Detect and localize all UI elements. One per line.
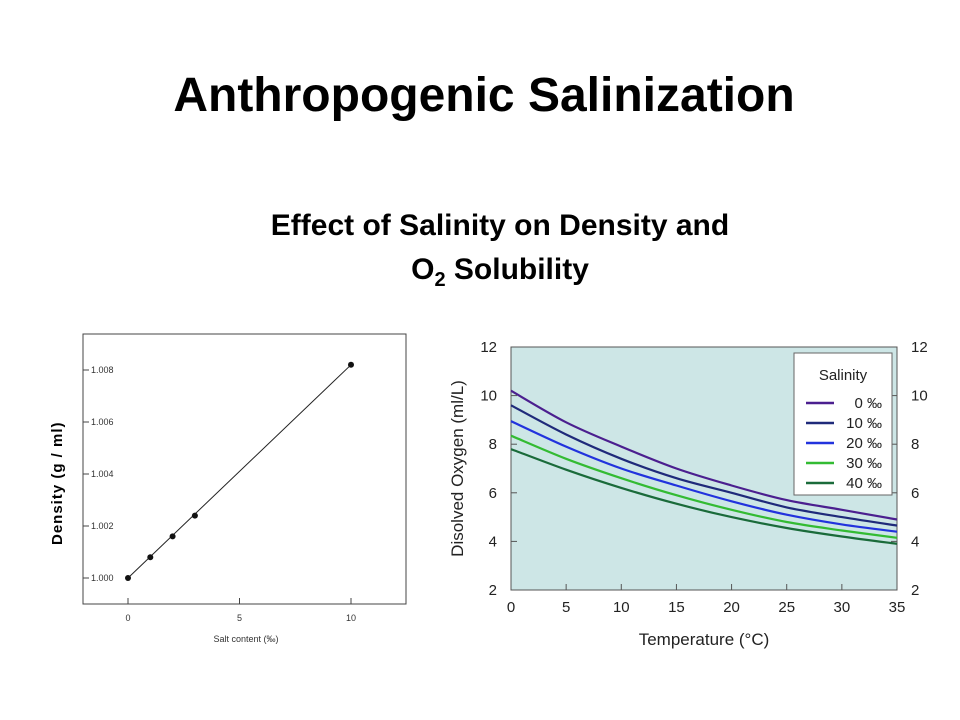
density-ytick-label: 1.000 [91, 573, 114, 583]
oxygen-series-line [510, 420, 898, 533]
oxygen-xtick-label: 15 [668, 599, 685, 616]
oxygen-ytick-label-right: 8 [911, 436, 919, 453]
oxygen-ytick-label-right: 6 [911, 485, 919, 502]
oxygen-legend-label: 30 ‰ [846, 455, 882, 472]
oxygen-series-line [510, 404, 898, 527]
density-point [147, 554, 154, 561]
oxygen-xtick-label: 5 [562, 599, 570, 616]
density-trendline [127, 364, 352, 579]
oxygen-xtick-label: 0 [507, 599, 515, 616]
oxygen-legend-label: 10 ‰ [846, 415, 882, 432]
oxygen-ytick-label-right: 4 [911, 533, 919, 550]
slide-title: Anthropogenic Salinization [173, 69, 795, 122]
oxygen-xlabel: Temperature (°C) [639, 630, 770, 649]
oxygen-xtick-label: 20 [723, 599, 740, 616]
oxygen-ytick-label-left: 10 [480, 388, 497, 405]
oxygen-xtick-label: 30 [834, 599, 851, 616]
density-ytick-label: 1.006 [91, 417, 114, 427]
chart-subtitle: Effect of Salinity on Density and O2 Sol… [140, 204, 860, 302]
density-xtick-label: 0 [125, 613, 130, 623]
density-xlabel: Salt content (‰) [213, 634, 278, 644]
oxygen-ytick-label-right: 12 [911, 339, 928, 356]
density-xtick-label: 5 [237, 613, 242, 623]
oxygen-xtick-label: 25 [778, 599, 795, 616]
density-ytick-label: 1.002 [91, 521, 114, 531]
oxygen-series-line [510, 448, 898, 545]
subtitle-rest: Solubility [445, 253, 589, 286]
density-ytick-label: 1.004 [91, 469, 114, 479]
oxygen-ytick-label-right: 10 [911, 388, 928, 405]
oxygen-ytick-label-left: 12 [480, 339, 497, 356]
oxygen-xtick-label: 35 [889, 599, 906, 616]
oxygen-ytick-label-left: 8 [489, 436, 497, 453]
density-chart: 1.000 1.002 1.004 1.006 1.008 0 5 10 Salt conten… [82, 333, 407, 644]
oxygen-ytick-label-right: 2 [911, 582, 919, 599]
oxygen-legend-label: 20 ‰ [846, 435, 882, 452]
oxygen-legend-label: 40 ‰ [846, 475, 882, 492]
subtitle-o: O [411, 253, 435, 286]
oxygen-ytick-label-left: 6 [489, 485, 497, 502]
density-xtick-label: 10 [346, 613, 356, 623]
density-point [169, 533, 176, 540]
oxygen-legend-label: 0 ‰ [854, 395, 882, 412]
oxygen-ytick-label-left: 4 [489, 533, 497, 550]
density-plot-frame [82, 333, 407, 605]
subtitle-line-2: O2 Solubility [140, 248, 860, 302]
oxygen-chart: 2 2 4 4 6 6 8 8 10 10 12 12 0 5 10 15 20 25 30 35 Temperatur… [448, 339, 928, 649]
oxygen-ytick-label-left: 2 [489, 582, 497, 599]
subtitle-line-1: Effect of Salinity on Density and [270, 209, 730, 242]
density-point [125, 575, 131, 581]
density-point [348, 361, 354, 368]
density-point [191, 512, 198, 519]
oxygen-series-line [510, 389, 898, 521]
oxygen-ylabel: Disolved Oxygen (ml/L) [448, 380, 467, 557]
oxygen-series-line [510, 434, 898, 539]
oxygen-xtick-label: 10 [613, 599, 630, 616]
oxygen-legend-title: Salinity [819, 367, 868, 384]
subtitle-subscript: 2 [434, 269, 446, 291]
density-ytick-label: 1.008 [91, 365, 114, 375]
